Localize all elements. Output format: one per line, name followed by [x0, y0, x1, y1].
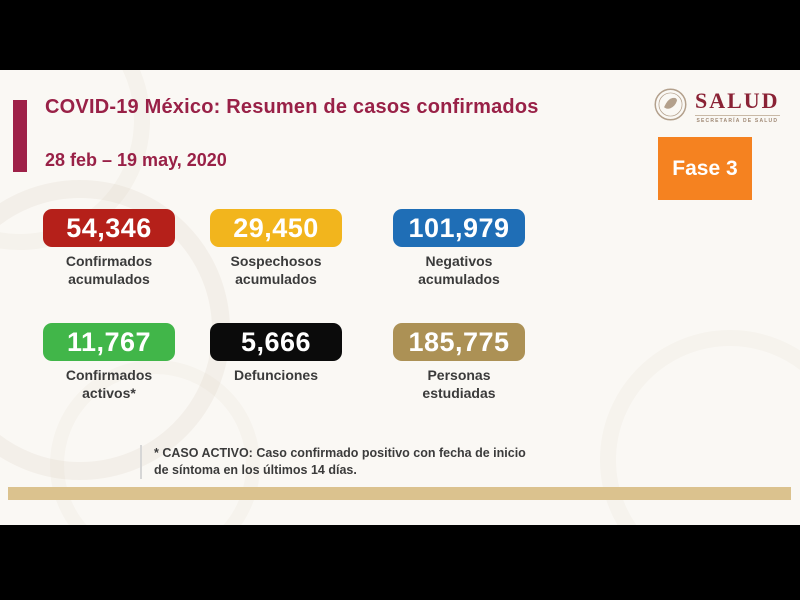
date-range: 28 feb – 19 may, 2020 — [45, 150, 227, 170]
stat-label-line: acumulados — [235, 270, 317, 287]
phase-badge: Fase 3 — [658, 137, 752, 200]
stat-sospechosos-acumulados: 29,450 Sospechosos acumulados — [210, 209, 342, 288]
stat-label: Negativos acumulados — [379, 253, 539, 288]
stat-label: Sospechosos acumulados — [196, 253, 356, 288]
stat-label: Personas estudiadas — [379, 367, 539, 402]
stat-label-line: activos* — [82, 384, 136, 401]
stat-value-badge: 101,979 — [393, 209, 525, 247]
stat-label-line: estudiadas — [422, 384, 496, 401]
stat-confirmados-acumulados: 54,346 Confirmados acumulados — [43, 209, 175, 288]
logo-wordmark: SALUD SECRETARÍA DE SALUD — [695, 86, 780, 124]
stat-label: Confirmados acumulados — [29, 253, 189, 288]
stat-label-line: Defunciones — [233, 367, 318, 383]
logo-name: SALUD — [695, 88, 780, 113]
stat-label-line: Negativos — [425, 253, 493, 269]
slide: COVID-19 México: Resumen de casos confir… — [0, 70, 800, 525]
stat-negativos-acumulados: 101,979 Negativos acumulados — [393, 209, 525, 288]
active-case-footnote: * CASO ACTIVO: Caso confirmado positivo … — [140, 445, 526, 479]
stat-label: Confirmados activos* — [29, 367, 189, 402]
stat-value-badge: 11,767 — [43, 323, 175, 361]
stat-value-badge: 185,775 — [393, 323, 525, 361]
bottom-divider-bar — [8, 487, 791, 500]
stat-personas-estudiadas: 185,775 Personas estudiadas — [393, 323, 525, 402]
stat-label-line: acumulados — [68, 270, 150, 287]
logo-subtitle: SECRETARÍA DE SALUD — [695, 115, 780, 124]
stat-label-line: acumulados — [418, 270, 500, 287]
footnote-line: de síntoma en los últimos 14 días. — [154, 462, 357, 477]
stat-label: Defunciones — [196, 367, 356, 385]
footnote-line: * CASO ACTIVO: Caso confirmado positivo … — [154, 446, 526, 460]
salud-logo: SALUD SECRETARÍA DE SALUD — [652, 86, 780, 124]
stat-value-badge: 54,346 — [43, 209, 175, 247]
stat-label-line: Sospechosos — [230, 253, 322, 269]
stat-label-line: Personas — [427, 367, 491, 383]
stat-label-line: Confirmados — [65, 367, 153, 383]
mexico-eagle-seal-icon — [654, 88, 687, 121]
stat-value-badge: 29,450 — [210, 209, 342, 247]
stat-label-line: Confirmados — [65, 253, 153, 269]
stat-value-badge: 5,666 — [210, 323, 342, 361]
stat-defunciones: 5,666 Defunciones — [210, 323, 342, 385]
title-accent-bar — [13, 100, 27, 172]
stat-confirmados-activos: 11,767 Confirmados activos* — [43, 323, 175, 402]
page-title: COVID-19 México: Resumen de casos confir… — [45, 96, 539, 118]
